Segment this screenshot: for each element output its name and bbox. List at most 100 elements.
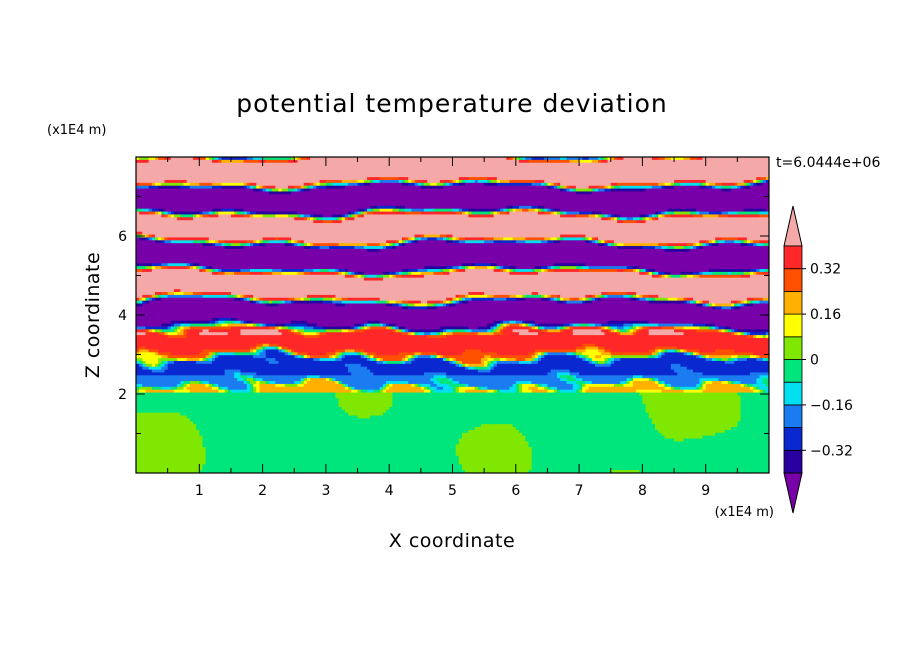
contour-cell: [626, 217, 634, 221]
contour-cell: [503, 323, 507, 328]
contour-cell: [205, 455, 460, 460]
contour-cell: [705, 323, 716, 328]
contour-cell: [249, 389, 254, 394]
contour-cell: [686, 349, 700, 353]
contour-cell: [468, 266, 476, 270]
contour-cell: [398, 208, 406, 213]
contour-cell: [202, 349, 251, 353]
contour-cell: [762, 378, 769, 382]
contour-cell: [363, 352, 368, 356]
contour-cell: [221, 182, 245, 187]
contour-cell: [218, 157, 223, 161]
contour-cell: [594, 355, 602, 359]
contour-cell: [136, 323, 162, 328]
contour-cell: [338, 243, 368, 247]
contour-cell: [588, 237, 593, 241]
contour-cell: [490, 263, 498, 267]
contour-cell: [386, 323, 390, 328]
contour-cell: [332, 297, 336, 302]
contour-cell: [262, 300, 270, 305]
contour-cell: [655, 349, 659, 353]
contour-cell: [341, 358, 368, 362]
contour-cell: [351, 389, 359, 394]
contour-cell: [300, 157, 308, 161]
contour-cell: [401, 237, 406, 241]
contour-cell: [161, 294, 169, 299]
contour-cell: [408, 182, 416, 187]
contour-cell: [439, 355, 444, 359]
contour-cell: [443, 237, 447, 241]
contour-cell: [759, 386, 769, 391]
contour-cell: [335, 294, 457, 299]
contour-cell: [136, 401, 340, 405]
contour-cell: [389, 383, 393, 388]
contour-cell: [737, 332, 742, 336]
contour-cell: [731, 326, 769, 330]
contour-cell: [325, 378, 330, 382]
contour-cell: [610, 329, 615, 333]
contour-cell: [272, 300, 283, 305]
contour-cell: [411, 329, 441, 333]
contour-cell: [506, 211, 511, 216]
contour-cell: [642, 217, 647, 221]
contour-cell: [180, 326, 185, 330]
contour-cell: [753, 240, 761, 244]
contour-cell: [629, 297, 637, 302]
contour-cell: [642, 294, 650, 299]
contour-cell: [579, 323, 590, 328]
contour-cell: [420, 352, 438, 356]
contour-cell: [363, 214, 469, 218]
contour-cell: [655, 346, 678, 351]
contour-cell: [294, 185, 302, 190]
contour-cell: [645, 404, 742, 408]
contour-cell: [667, 297, 678, 302]
contour-cell: [177, 326, 181, 330]
contour-cell: [639, 392, 738, 397]
contour-cell: [139, 182, 153, 187]
contour-cell: [373, 208, 381, 213]
contour-cell: [310, 217, 314, 221]
contour-cell: [452, 389, 457, 394]
contour-cell: [670, 157, 685, 161]
contour-cell: [303, 269, 314, 273]
contour-cell: [341, 179, 359, 184]
contour-cell: [325, 329, 343, 333]
contour-cell: [632, 375, 643, 379]
contour-cell: [446, 372, 549, 376]
contour-cell: [566, 188, 571, 193]
contour-cell: [753, 389, 761, 394]
contour-cell: [477, 386, 482, 391]
contour-cell: [452, 182, 460, 187]
contour-cell: [449, 383, 466, 388]
contour-cell: [588, 185, 599, 190]
contour-cell: [398, 243, 403, 247]
contour-cell: [617, 329, 621, 333]
contour-cell: [528, 329, 542, 333]
contour-cell: [753, 335, 757, 339]
contour-cell: [708, 303, 713, 307]
contour-cell: [556, 386, 574, 391]
contour-cell: [708, 240, 713, 244]
contour-cell: [487, 366, 492, 371]
contour-cell: [550, 185, 555, 190]
contour-cell: [458, 208, 463, 213]
contour-cell: [363, 211, 368, 216]
contour-cell: [136, 441, 204, 445]
contour-cell: [136, 363, 140, 368]
contour-cell: [547, 185, 552, 190]
contour-cell: [734, 349, 769, 353]
contour-cell: [243, 320, 248, 325]
contour-cell: [572, 386, 580, 391]
contour-cell: [705, 243, 710, 247]
contour-cell: [322, 214, 333, 218]
contour-cell: [541, 297, 549, 302]
contour-cell: [332, 214, 343, 218]
contour-cell: [493, 326, 498, 330]
contour-cell: [148, 297, 153, 302]
contour-cell: [696, 355, 700, 359]
contour-cell: [547, 372, 558, 376]
contour-cell: [398, 352, 416, 356]
contour-cell: [408, 332, 412, 336]
contour-cell: [496, 363, 596, 368]
contour-cell: [215, 243, 223, 247]
